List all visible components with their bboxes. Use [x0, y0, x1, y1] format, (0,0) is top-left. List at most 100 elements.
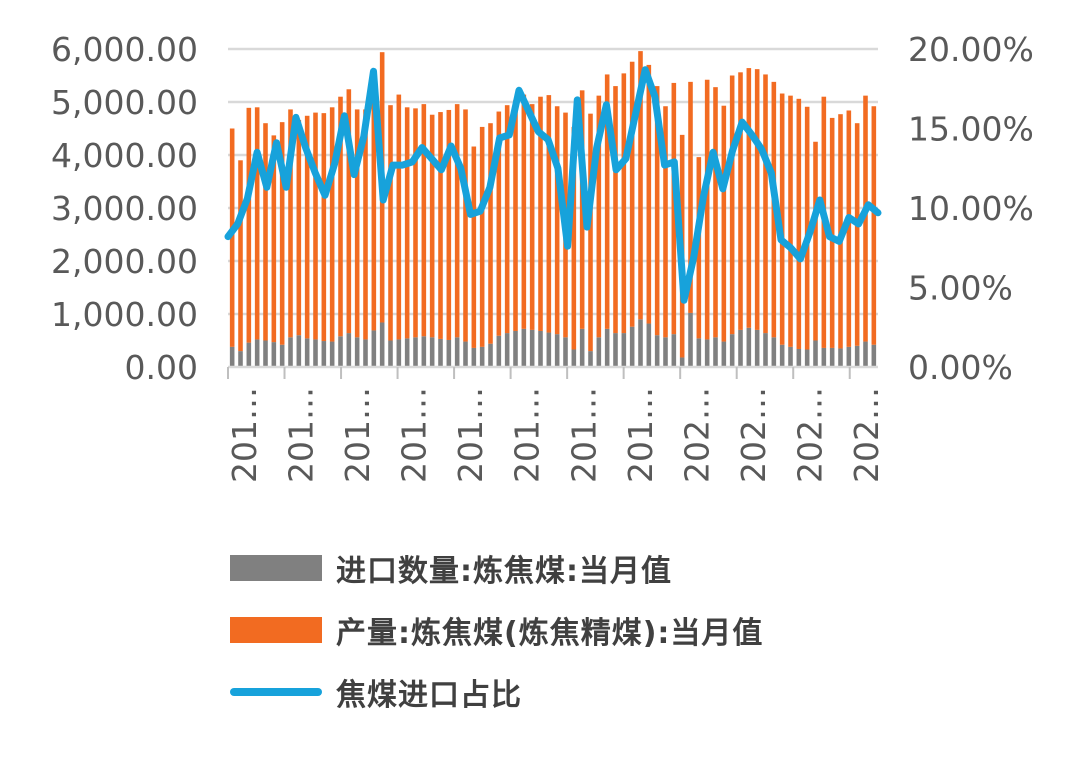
- y-right-tick-label: 15.00%: [908, 110, 1034, 149]
- bar-production: [488, 123, 493, 344]
- bar-import: [813, 340, 818, 367]
- bar-production: [329, 107, 335, 342]
- x-tick-label: 201…: [621, 387, 660, 483]
- bar-production: [671, 82, 677, 335]
- bar-production: [446, 109, 452, 340]
- bar-import: [429, 337, 435, 367]
- y-right-tick-label: 10.00%: [908, 189, 1034, 228]
- legend-item-import[interactable]: 进口数量:炼焦煤:当月值: [230, 548, 763, 589]
- bar-import: [604, 328, 610, 367]
- bar-import: [463, 341, 468, 367]
- y-left-tick-labels: 0.00 1,000.00 2,000.00 3,000.00 4,000.00 5,00…: [51, 30, 198, 387]
- legend: 进口数量:炼焦煤:当月值 产量:炼焦煤(炼焦精煤):当月值 焦煤进口占比: [230, 548, 763, 734]
- bar-import: [588, 351, 593, 367]
- y-right-tick-label: 20.00%: [908, 30, 1034, 69]
- x-tick-label: 201…: [564, 387, 603, 483]
- bar-import: [479, 346, 485, 367]
- bar-import: [571, 349, 577, 367]
- bar-production: [646, 64, 652, 324]
- bar-production: [413, 108, 418, 338]
- bar-production: [854, 123, 860, 346]
- bar-production: [521, 94, 527, 329]
- y-left-tick-label: 4,000.00: [51, 136, 198, 175]
- bar-import: [271, 342, 277, 367]
- bar-import: [454, 337, 460, 367]
- bar-production: [763, 74, 768, 334]
- bar-import: [846, 346, 852, 367]
- bar-import: [346, 333, 352, 367]
- bar-import: [704, 339, 710, 367]
- bar-production: [554, 106, 560, 335]
- bar-import: [379, 322, 385, 367]
- bar-import: [471, 347, 477, 367]
- bar-import: [613, 333, 618, 367]
- bar-production: [279, 122, 285, 345]
- bar-production: [538, 96, 543, 331]
- bar-import: [663, 337, 668, 367]
- bar-production: [496, 111, 502, 336]
- bar-import: [363, 339, 368, 367]
- bar-import: [513, 330, 518, 367]
- bar-production: [338, 96, 343, 337]
- legend-swatch-production: [230, 617, 322, 643]
- bar-production: [588, 113, 593, 352]
- legend-item-production[interactable]: 产量:炼焦煤(炼焦精煤):当月值: [230, 610, 763, 651]
- bar-production: [863, 95, 868, 342]
- bar-production: [254, 107, 260, 340]
- bar-production: [288, 109, 293, 338]
- bar-import: [729, 334, 735, 367]
- x-tick-label: 201…: [225, 387, 264, 483]
- bar-production: [779, 93, 785, 345]
- bar-import: [354, 337, 360, 367]
- bar-production: [421, 104, 427, 337]
- bar-production: [754, 69, 760, 330]
- y-right-tick-label: 5.00%: [908, 269, 1013, 308]
- bar-production: [546, 95, 552, 333]
- bar-production: [396, 94, 402, 340]
- legend-swatch-share: [230, 688, 322, 696]
- legend-label-import: 进口数量:炼焦煤:当月值: [336, 554, 672, 589]
- bar-import: [721, 341, 727, 367]
- bar-import: [321, 341, 327, 367]
- bar-import: [388, 340, 393, 367]
- bar-production: [613, 86, 618, 334]
- bar-import: [413, 337, 418, 367]
- bar-production: [796, 98, 802, 349]
- bar-import: [296, 335, 302, 367]
- bar-production: [846, 110, 852, 347]
- x-tick-label: 202…: [677, 387, 716, 483]
- bars: [229, 51, 877, 367]
- bar-production: [529, 104, 535, 330]
- bar-import: [496, 335, 502, 367]
- bar-import: [404, 338, 410, 367]
- bar-import: [596, 337, 602, 367]
- bar-production: [238, 160, 243, 352]
- y-left-tick-label: 5,000.00: [51, 83, 198, 122]
- bar-import: [254, 339, 260, 367]
- bar-production: [604, 74, 610, 329]
- bar-production: [596, 95, 602, 338]
- share-line: [224, 66, 882, 304]
- bar-import: [696, 338, 702, 367]
- bar-production: [804, 106, 810, 350]
- bar-import: [779, 344, 785, 367]
- bar-production: [738, 72, 743, 330]
- bar-production: [746, 68, 752, 328]
- bar-production: [471, 146, 477, 348]
- legend-item-share[interactable]: 焦煤进口占比: [230, 672, 763, 713]
- bar-import: [796, 348, 802, 367]
- bar-import: [646, 323, 652, 367]
- y-left-tick-label: 1,000.00: [51, 295, 198, 334]
- bar-import: [313, 339, 318, 367]
- bar-import: [788, 346, 793, 367]
- bar-import: [371, 330, 377, 367]
- x-tick-label: 202…: [791, 387, 830, 483]
- bar-import: [279, 344, 285, 367]
- bar-production: [354, 109, 360, 338]
- bar-import: [671, 334, 677, 367]
- bar-import: [746, 327, 752, 367]
- bar-production: [629, 61, 635, 327]
- bar-production: [813, 141, 818, 341]
- axes: [227, 365, 878, 379]
